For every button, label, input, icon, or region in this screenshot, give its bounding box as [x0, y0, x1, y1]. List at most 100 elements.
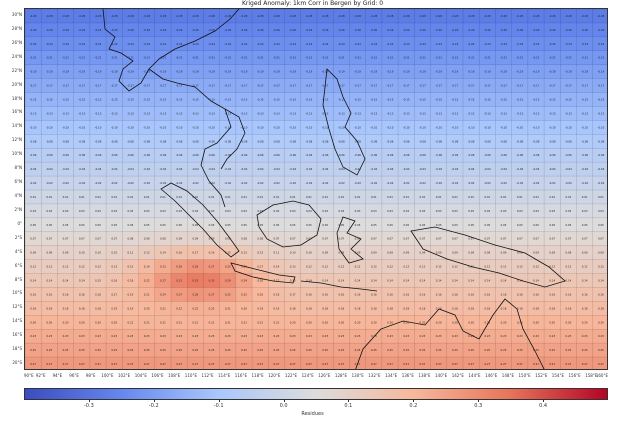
cell-value: -0.26: [78, 28, 85, 32]
grid-cell: [511, 287, 529, 302]
grid-cell: [25, 343, 42, 358]
grid-cell: [592, 134, 607, 149]
grid-cell: [414, 64, 431, 79]
cell-value: -0.10: [289, 125, 296, 129]
grid-cell: [187, 50, 204, 65]
grid-cell: [511, 273, 529, 288]
grid-cell: [300, 78, 318, 93]
grid-cell: [106, 9, 123, 24]
grid-cell: [511, 64, 529, 79]
grid-cell: [57, 134, 74, 149]
grid-cell: [446, 134, 464, 149]
cell-value: -0.26: [468, 28, 475, 32]
grid-cell: [203, 245, 220, 260]
grid-cell: [235, 134, 253, 149]
cell-value: 0.09: [484, 251, 490, 255]
grid-cell: [527, 36, 545, 52]
cell-value: 0.20: [387, 320, 393, 324]
grid-cell: [122, 231, 139, 246]
cell-value: -0.19: [354, 70, 361, 74]
grid-cell: [89, 329, 107, 344]
grid-cell: [592, 9, 607, 24]
grid-cell: [398, 231, 415, 246]
cell-value: 0.27: [160, 279, 166, 283]
grid-cell: [73, 343, 91, 358]
grid-cell: [268, 9, 285, 24]
grid-cell: [527, 162, 545, 177]
anomaly-map[interactable]: -0.28 -0.28 -0.28 -0.28 -0.28 -0.28 -0.28 -0.28…: [24, 8, 608, 370]
cell-value: 0.12: [582, 265, 588, 269]
grid-cell: [25, 9, 42, 24]
grid-cell: [349, 50, 366, 65]
cell-value: -0.26: [370, 28, 377, 32]
grid-cell: [333, 148, 350, 163]
grid-cell: [89, 134, 107, 149]
cell-value: 0.23: [160, 265, 166, 269]
cell-value: 0.12: [517, 265, 523, 269]
cell-value: -0.17: [468, 84, 475, 88]
cell-value: 0.12: [338, 265, 344, 269]
grid-cell: [41, 287, 58, 302]
cell-value: -0.08: [435, 139, 442, 143]
grid-cell: [154, 190, 172, 205]
cell-value: 0.13: [290, 265, 296, 269]
cell-value: 0.25: [517, 348, 523, 352]
cell-value: -0.13: [192, 111, 199, 115]
grid-cell: [171, 134, 188, 149]
grid-cell: [381, 203, 399, 219]
grid-cell: [495, 176, 512, 191]
grid-cell: [365, 273, 383, 288]
cell-value: -0.04: [338, 167, 345, 171]
grid-cell: [317, 190, 334, 205]
grid-cell: [89, 245, 107, 260]
grid-cell: [398, 120, 415, 135]
cell-value: -0.13: [533, 111, 540, 115]
cell-value: -0.10: [354, 125, 361, 129]
cell-value: -0.13: [484, 111, 491, 115]
grid-cell: [25, 106, 42, 121]
grid-cell: [268, 315, 285, 330]
cell-value: 0.01: [306, 195, 312, 199]
cell-value: -0.17: [30, 84, 37, 88]
lon-tick-label: 120°E: [268, 373, 281, 378]
cell-value: -0.28: [370, 14, 377, 18]
cell-value: -0.28: [224, 14, 231, 18]
cell-value: 0.03: [306, 209, 312, 213]
grid-cell: [414, 36, 431, 52]
cell-value: 0.15: [225, 251, 231, 255]
grid-cell: [154, 176, 172, 191]
grid-cell: [138, 301, 156, 316]
grid-cell: [576, 231, 594, 246]
cell-value: 0.07: [274, 237, 280, 241]
grid-cell: [446, 120, 464, 135]
grid-cell: [463, 162, 480, 177]
grid-cell: [527, 9, 545, 24]
grid-cell: [333, 190, 350, 205]
cell-value: 0.25: [128, 348, 134, 352]
grid-cell: [122, 190, 139, 205]
grid-cell: [479, 92, 496, 107]
grid-cell: [187, 120, 204, 135]
coastline-indochina: [148, 68, 232, 208]
grid-cell: [252, 78, 269, 93]
cell-value: -0.17: [354, 84, 361, 88]
grid-cell: [57, 50, 74, 65]
cell-value: 0.20: [95, 320, 101, 324]
grid-cell: [300, 203, 318, 219]
cell-value: -0.17: [565, 84, 572, 88]
cell-value: -0.24: [30, 42, 37, 46]
grid-cell: [381, 315, 399, 330]
grid-cell: [203, 36, 220, 52]
cell-value: 0.07: [355, 237, 361, 241]
grid-cell: [122, 78, 139, 93]
cell-value: -0.26: [111, 28, 118, 32]
grid-cell: [381, 217, 399, 233]
grid-cell: [317, 315, 334, 330]
grid-cell: [495, 92, 512, 107]
cell-value: -0.15: [241, 98, 248, 102]
cell-value: -0.10: [533, 125, 540, 129]
grid-cell: [349, 64, 366, 79]
grid-cell: [89, 9, 107, 24]
grid-cell: [576, 106, 594, 121]
cell-value: -0.10: [30, 125, 37, 129]
